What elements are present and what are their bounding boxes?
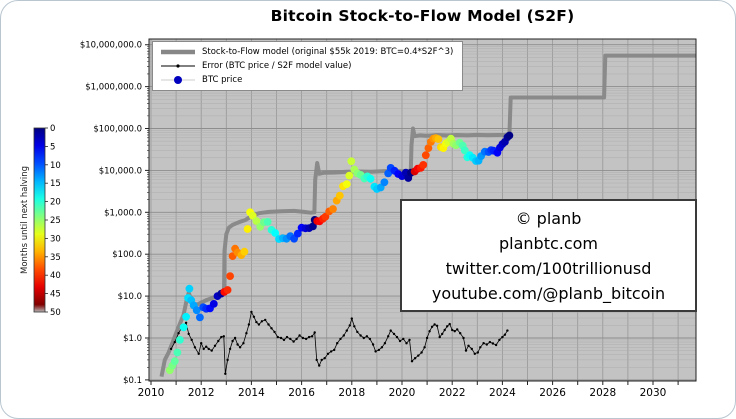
svg-text:2028: 2028: [589, 387, 616, 399]
svg-text:10: 10: [50, 161, 61, 171]
svg-text:2018: 2018: [338, 387, 365, 399]
svg-text:$1,000.0: $1,000.0: [104, 208, 142, 218]
colorbar-label: Months until next halving: [20, 166, 30, 274]
svg-text:35: 35: [50, 253, 61, 263]
s2f-model-line-swatch: [161, 49, 195, 55]
svg-text:20: 20: [50, 198, 61, 208]
x-axis: 2010 2012 2014 2016 2018 2020 2022 2024 2026 2028…: [138, 381, 679, 399]
svg-text:5: 5: [50, 142, 55, 152]
svg-text:$100,000.0: $100,000.0: [93, 125, 142, 135]
chart-legend: Stock-to-Flow model (original $55k 2019:…: [152, 41, 464, 91]
legend-label-error: Error (BTC price / S2F model value): [202, 61, 352, 71]
watermark-copyright: © planb: [515, 208, 582, 228]
svg-text:0: 0: [50, 124, 55, 134]
watermark-youtube: youtube.com/@planb_bitcoin: [431, 283, 666, 303]
svg-text:2020: 2020: [389, 387, 416, 399]
svg-text:15: 15: [50, 179, 61, 189]
chart-title: Bitcoin Stock-to-Flow Model (S2F): [270, 7, 575, 25]
watermark-twitter: twitter.com/100trillionusd: [445, 258, 652, 278]
svg-text:$10,000,000.0: $10,000,000.0: [80, 41, 142, 51]
svg-text:30: 30: [50, 234, 61, 244]
svg-text:50: 50: [50, 308, 61, 318]
svg-text:45: 45: [50, 290, 61, 300]
svg-text:2014: 2014: [238, 387, 265, 399]
legend-label-s2f-model: Stock-to-Flow model (original $55k 2019:…: [202, 47, 454, 57]
error-line-swatch: [161, 64, 195, 68]
svg-text:$0.1: $0.1: [123, 376, 142, 386]
svg-text:$10,000.0: $10,000.0: [99, 166, 142, 176]
svg-text:2010: 2010: [138, 387, 165, 399]
svg-text:$100.0: $100.0: [112, 250, 142, 260]
legend-label-btc-price: BTC price: [202, 75, 243, 85]
svg-text:2030: 2030: [640, 387, 667, 399]
legend-item-btc-price: BTC price: [160, 74, 453, 86]
svg-text:2016: 2016: [288, 387, 315, 399]
svg-text:2012: 2012: [188, 387, 215, 399]
svg-text:$1,000,000.0: $1,000,000.0: [85, 83, 142, 93]
legend-item-error: Error (BTC price / S2F model value): [160, 60, 453, 72]
btc-price-dot-swatch: [161, 76, 195, 84]
svg-text:2022: 2022: [439, 387, 466, 399]
svg-text:40: 40: [50, 271, 61, 281]
svg-text:$10.0: $10.0: [118, 292, 142, 302]
svg-text:25: 25: [50, 216, 61, 226]
halving-colorbar: 0 5 10 15 20 25 30 35 40 45 50 Months until next ha…: [20, 124, 61, 318]
svg-text:2026: 2026: [539, 387, 566, 399]
svg-text:2024: 2024: [489, 387, 516, 399]
legend-item-s2f-model: Stock-to-Flow model (original $55k 2019:…: [160, 46, 453, 58]
planb-watermark-box: © planb planbtc.com twitter.com/100trill…: [400, 199, 697, 312]
watermark-website: planbtc.com: [498, 233, 599, 253]
svg-text:$1.0: $1.0: [123, 334, 142, 344]
y-axis: $0.1 $1.0 $10.0 $100.0 $1,000.0 $10,000.0 $100…: [80, 41, 149, 386]
btc-price-dots: [165, 131, 514, 375]
error-dots: [169, 310, 509, 375]
